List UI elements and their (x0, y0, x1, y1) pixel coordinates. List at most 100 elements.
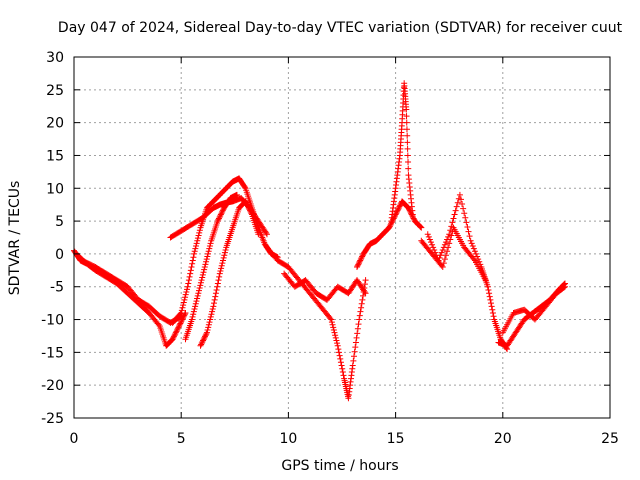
data-point-early-decline (173, 328, 180, 335)
data-point-evening (460, 205, 467, 212)
data-point-morning-rise-c (214, 218, 221, 225)
data-point-evening (474, 253, 481, 260)
data-point-morning-rise-c (215, 215, 222, 222)
data-point-early-decline (176, 323, 183, 330)
data-point-afternoon-dip (336, 352, 343, 359)
data-point-afternoon-dip (335, 349, 342, 356)
data-point-evening (449, 219, 456, 226)
data-point-morning-rise-c (201, 266, 208, 273)
data-point-morning-rise-c (219, 207, 226, 214)
data-point-morning-rise-c (195, 290, 202, 297)
data-point-evening-2 (447, 236, 454, 243)
data-point-early-decline (172, 330, 179, 337)
data-point-afternoon-dip (351, 353, 358, 360)
data-point-afternoon-dip (358, 304, 365, 311)
data-point-morning-rise-a (187, 267, 194, 274)
data-point-evening (467, 237, 474, 244)
data-point-morning-rise-a (189, 260, 196, 267)
data-point-afternoon-dip (354, 330, 361, 337)
data-point-morning-rise-d (245, 203, 252, 210)
data-point-morning-rise-d (203, 329, 210, 336)
data-point-morning-rise-a (182, 294, 189, 301)
data-point-morning-rise-d (203, 330, 210, 337)
data-point-morning-rise-a (195, 232, 202, 239)
data-point-morning-rise-c (206, 245, 213, 252)
data-point-morning-rise-a (177, 310, 184, 317)
data-point-morning-rise-d (221, 249, 228, 256)
y-tick-label: -10 (41, 313, 64, 329)
data-point-afternoon-dip (356, 316, 363, 323)
data-point-evening (461, 210, 468, 217)
data-point-afternoon-dip (338, 362, 345, 369)
data-point-afternoon-dip (351, 348, 358, 355)
data-point-morning-rise-a (194, 235, 201, 242)
axis-ticks: 0 5 10 15 20 25 -25 -20 -15 -10 -5 0 5 10 15 20 25 30 (41, 50, 619, 447)
data-point-evening (459, 201, 466, 208)
data-point-morning-rise-d (214, 280, 221, 287)
data-point-post-dip (387, 222, 394, 229)
data-point-post-dip (355, 260, 362, 267)
data-point-evening (487, 296, 494, 303)
data-point-morning-rise-d (205, 324, 212, 331)
data-point-post-dip (354, 264, 361, 271)
data-point-morning-rise-d (216, 270, 223, 277)
data-point-morning-rise-d (219, 260, 226, 267)
data-point-spike (403, 106, 410, 113)
data-point-evening-2 (445, 244, 452, 251)
data-point-afternoon-dip (333, 337, 340, 344)
data-point-evening (425, 233, 432, 240)
data-point-afternoon-dip (349, 362, 356, 369)
y-tick-label: -5 (50, 280, 64, 296)
data-point-evening (438, 249, 445, 256)
data-point-morning-rise-a (178, 309, 185, 316)
y-tick-label: 10 (46, 181, 64, 197)
chart-title: Day 047 of 2024, Sidereal Day-to-day VTE… (58, 20, 623, 36)
data-point-spike (403, 113, 410, 120)
data-point-morning-rise-d (247, 208, 254, 215)
data-point-afternoon-dip (335, 346, 342, 353)
y-tick-label: 15 (46, 148, 64, 164)
data-point-afternoon-dip (330, 327, 337, 334)
data-point-evening (469, 243, 476, 250)
y-tick-label: 25 (46, 83, 64, 99)
data-point-morning-rise-c (218, 210, 225, 217)
data-point-evening-2 (439, 264, 446, 271)
data-point-morning-rise-a (191, 250, 198, 257)
data-point-afternoon-dip (358, 300, 365, 307)
data-point-morning-rise-b (263, 229, 270, 236)
data-point-morning-rise-c (206, 243, 213, 250)
data-point-evening-2 (444, 248, 451, 255)
data-point-post-dip (394, 207, 401, 214)
data-point-spike (403, 126, 410, 133)
data-point-morning-rise-d (212, 293, 219, 300)
data-point-evening (450, 215, 457, 222)
data-point-morning-rise-c (193, 298, 200, 305)
data-point-post-dip (357, 256, 364, 263)
data-point-early-decline (177, 320, 184, 327)
data-point-post-dip (354, 262, 361, 269)
data-point-morning-rise-d (248, 210, 255, 217)
y-tick-label: 5 (55, 214, 64, 230)
data-point-afternoon-dip (328, 316, 335, 323)
data-point-morning-rise-d (207, 316, 214, 323)
data-point-afternoon-dip (340, 372, 347, 379)
data-point-afternoon-dip (352, 344, 359, 351)
data-point-evening (429, 241, 436, 248)
data-point-morning-rise-d (198, 340, 205, 347)
data-point-evening (471, 248, 478, 255)
data-point-early-decline (181, 312, 188, 319)
data-point-evening (427, 239, 434, 246)
data-points (71, 80, 568, 402)
data-point-early-decline (172, 329, 179, 336)
data-point-afternoon-dip (354, 325, 361, 332)
data-point-afternoon-dip (334, 342, 341, 349)
data-point-evening (452, 207, 459, 214)
data-point-early-decline (170, 334, 177, 341)
data-point-post-dip (358, 254, 365, 261)
data-point-afternoon-dip (350, 357, 357, 364)
data-point-morning-rise-d (201, 333, 208, 340)
data-point-morning-rise-c (203, 256, 210, 263)
data-point-morning-rise-c (201, 264, 208, 271)
data-point-afternoon-dip (329, 321, 336, 328)
